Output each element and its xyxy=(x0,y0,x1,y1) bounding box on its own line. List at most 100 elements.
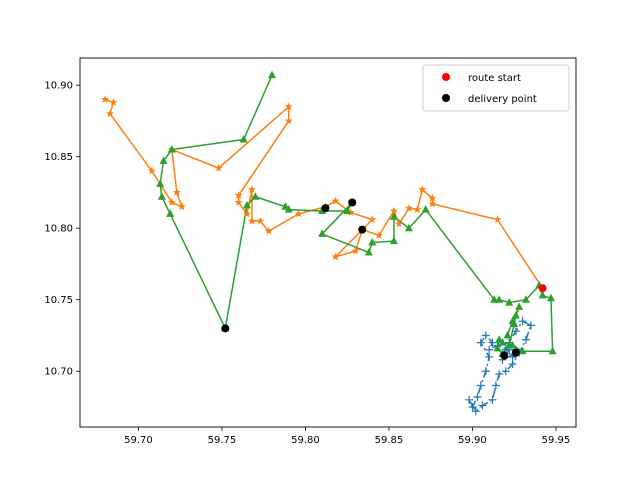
data-point xyxy=(481,367,490,376)
data-point xyxy=(248,185,257,193)
data-point xyxy=(167,198,176,206)
x-tick-label: 59.95 xyxy=(542,435,571,446)
legend-marker-route-start xyxy=(442,73,450,81)
data-point xyxy=(491,381,500,390)
y-tick-label: 10.85 xyxy=(44,152,73,163)
data-point xyxy=(234,198,243,206)
data-point xyxy=(488,338,497,347)
data-point xyxy=(364,248,373,256)
data-point xyxy=(343,206,352,215)
data-point xyxy=(468,402,477,411)
data-point xyxy=(234,191,243,199)
series-line xyxy=(104,98,544,289)
legend-frame xyxy=(422,64,570,112)
special-points-layer xyxy=(221,198,547,360)
data-point xyxy=(495,370,504,379)
data-point xyxy=(159,156,168,164)
series-line xyxy=(468,320,532,413)
data-point xyxy=(368,238,377,246)
data-point xyxy=(101,95,110,103)
data-point xyxy=(177,202,186,211)
data-point xyxy=(493,343,502,352)
data-point xyxy=(374,231,383,239)
y-tick-label: 10.80 xyxy=(44,224,73,235)
marker-layer xyxy=(101,70,557,416)
data-point xyxy=(428,199,437,208)
data-point xyxy=(505,340,514,349)
x-axis: 59.70 59.75 59.80 59.85 59.90 59.95 xyxy=(124,427,570,446)
data-point xyxy=(389,236,398,245)
plot-frame xyxy=(79,57,577,428)
data-point xyxy=(239,135,248,143)
data-point xyxy=(368,215,377,224)
legend-marker-delivery-point xyxy=(442,94,450,102)
data-point xyxy=(404,223,413,232)
data-point xyxy=(346,208,355,216)
data-point xyxy=(351,246,360,255)
x-tick-label: 59.90 xyxy=(458,435,487,446)
x-tick-label: 59.70 xyxy=(124,435,153,446)
data-point xyxy=(147,166,156,175)
data-point xyxy=(526,321,535,330)
data-point xyxy=(421,205,430,213)
data-point xyxy=(465,395,474,404)
data-point xyxy=(515,302,524,310)
data-point xyxy=(490,295,499,303)
data-point xyxy=(521,335,530,344)
data-point xyxy=(485,345,494,354)
data-point xyxy=(481,331,490,340)
data-point xyxy=(418,185,427,193)
data-point xyxy=(264,226,273,235)
legend-label-delivery-point: delivery point xyxy=(468,94,537,105)
data-point xyxy=(106,109,115,118)
y-tick-label: 10.75 xyxy=(44,295,73,306)
data-point xyxy=(413,205,422,213)
data-point xyxy=(243,200,252,209)
data-point xyxy=(476,338,485,347)
data-point xyxy=(109,98,118,106)
legend: route start delivery point xyxy=(422,64,570,112)
data-point xyxy=(508,316,517,325)
data-point xyxy=(518,317,527,326)
delivery-point xyxy=(358,225,367,234)
delivery-point xyxy=(511,348,520,357)
delivery-point xyxy=(500,351,509,360)
delivery-point xyxy=(321,204,330,213)
data-point xyxy=(428,193,437,202)
data-point xyxy=(538,290,547,299)
data-point xyxy=(505,298,514,306)
data-point xyxy=(394,219,403,228)
data-point xyxy=(493,215,502,224)
data-point xyxy=(251,192,260,200)
data-point xyxy=(268,70,277,79)
data-point xyxy=(478,401,487,410)
delivery-point xyxy=(348,198,357,207)
data-point xyxy=(503,330,512,339)
data-point xyxy=(256,216,265,225)
x-tick-label: 59.75 xyxy=(208,435,237,446)
data-point xyxy=(488,395,497,404)
data-point xyxy=(284,102,293,111)
data-point xyxy=(156,179,165,187)
data-point xyxy=(214,163,223,172)
data-point xyxy=(389,212,398,220)
data-point xyxy=(318,229,327,237)
data-point xyxy=(172,188,181,196)
data-point xyxy=(166,209,175,217)
data-point xyxy=(284,205,293,213)
x-tick-label: 59.85 xyxy=(375,435,404,446)
data-point xyxy=(405,203,413,212)
data-point xyxy=(157,192,166,200)
data-point xyxy=(485,352,494,361)
y-axis: 10.70 10.75 10.80 10.85 10.90 xyxy=(44,81,80,378)
data-point xyxy=(518,346,527,355)
legend-label-route-start: route start xyxy=(468,73,521,84)
data-point xyxy=(495,335,504,343)
data-point xyxy=(284,116,293,125)
series-layer xyxy=(104,74,554,413)
data-point xyxy=(243,209,251,218)
data-point xyxy=(521,295,530,303)
data-point xyxy=(167,145,176,153)
x-tick-label: 59.80 xyxy=(291,435,320,446)
